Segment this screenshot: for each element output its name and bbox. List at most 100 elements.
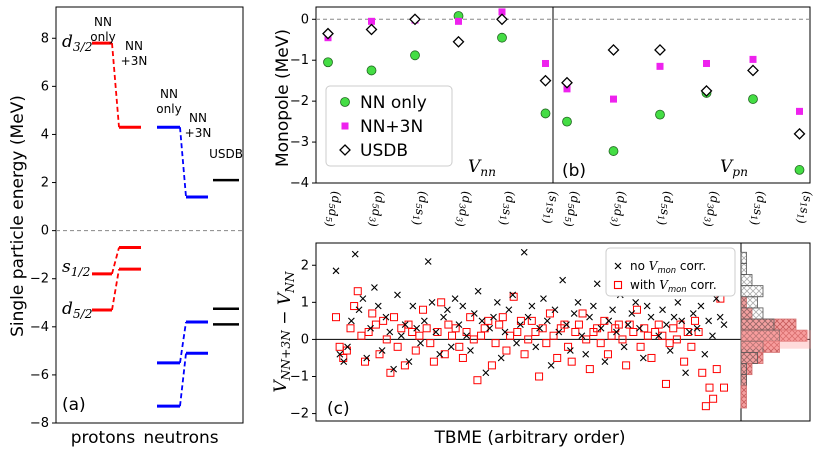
point-with-corr <box>484 316 493 325</box>
point-no-corr <box>597 324 605 332</box>
level-connector <box>179 321 187 364</box>
panel-a-levels <box>92 41 239 408</box>
point-with-corr <box>643 331 652 340</box>
xtick-text: (d5d5) <box>562 191 582 227</box>
hist-bar-no-corr <box>740 351 758 364</box>
xtick-label: (d3d3) <box>702 191 722 227</box>
point-with-corr <box>440 350 449 359</box>
ytick-label: −1 <box>290 370 309 385</box>
point-no-corr <box>497 354 505 362</box>
point-no-corr <box>639 354 647 362</box>
xtick-part: 1 <box>748 215 758 221</box>
hist-bar-no-corr <box>740 285 764 298</box>
xtick-part: ) <box>562 221 576 227</box>
point-with-corr <box>513 328 522 336</box>
point-with-corr <box>676 320 685 329</box>
panel-a-frame <box>55 6 244 424</box>
point-with-corr <box>669 324 678 333</box>
point-no-corr <box>586 313 593 321</box>
panel-c-label: (c) <box>327 399 350 419</box>
point-with-corr <box>353 287 362 296</box>
hist-bar-no-corr <box>740 296 758 309</box>
point-with-corr <box>658 331 667 340</box>
point-no-corr <box>536 324 543 332</box>
xtick-text: (d3s1) <box>748 191 768 226</box>
xtick-part: 3 <box>751 203 761 209</box>
xtick-part: s <box>798 207 812 213</box>
point-with-corr <box>411 346 420 355</box>
ytick-label: 8 <box>41 31 49 46</box>
panel-b-ylabel: Monopole (MeV) <box>273 29 293 167</box>
xtick-part: 3 <box>454 217 464 223</box>
xtick-part: 5 <box>370 203 380 209</box>
point-with-corr <box>687 342 696 351</box>
point-nn-only <box>655 109 665 120</box>
section-vpn: Vpn <box>720 157 748 179</box>
ytick-label: −6 <box>30 368 49 383</box>
point-no-corr <box>409 302 417 310</box>
point-no-corr <box>513 339 520 347</box>
point-with-corr <box>408 328 417 336</box>
panel-b-section-labels: Vnn Vpn <box>468 157 748 179</box>
orbit-label-sub: 3/2 <box>73 40 93 54</box>
section-vpn-sub: pn <box>732 165 748 179</box>
xtick-part: 1 <box>541 214 551 220</box>
point-with-corr <box>404 320 413 329</box>
xtick-label: (s1s1) <box>541 191 561 224</box>
xtick-text: (d5s1) <box>655 191 675 226</box>
section-vnn-main: V <box>468 157 482 177</box>
legend-box <box>325 85 453 167</box>
xtick-label: (d5d3) <box>609 191 629 227</box>
point-with-corr <box>647 353 656 362</box>
xtick-part: 1 <box>798 202 808 208</box>
point-no-corr <box>359 295 367 303</box>
orbit-label-main: d <box>62 32 73 52</box>
ytick-label: 4 <box>41 127 49 142</box>
xtick-part: 1 <box>655 215 665 221</box>
point-no-corr <box>689 310 697 317</box>
point-with-corr <box>400 361 409 370</box>
xtick-part: d <box>661 196 675 204</box>
ytick-label: 0 <box>41 224 49 239</box>
xtick-text: (d5d5) <box>323 191 343 227</box>
point-nn-3n <box>563 85 571 93</box>
point-usdb <box>700 84 713 97</box>
point-with-corr <box>495 320 504 329</box>
panel-a-label: (a) <box>62 395 86 415</box>
legend-sub: mon <box>657 265 676 275</box>
point-with-corr <box>690 316 699 325</box>
point-no-corr <box>397 332 405 340</box>
point-no-corr <box>501 328 509 336</box>
point-no-corr <box>659 306 666 314</box>
point-with-corr <box>524 335 533 344</box>
level-connector <box>179 127 187 198</box>
xtick-part: ( <box>568 191 582 196</box>
xtick-text: (d3s1) <box>497 191 517 226</box>
point-with-corr <box>466 313 475 322</box>
orbit-label-main: s <box>62 257 71 277</box>
point-no-corr <box>451 295 459 303</box>
point-with-corr <box>335 342 344 351</box>
point-no-corr <box>447 343 455 351</box>
point-no-corr <box>701 350 709 358</box>
xtick-part: ) <box>454 221 468 227</box>
xtick-label: (d5d5) <box>562 191 582 227</box>
section-vnn: Vnn <box>468 157 496 179</box>
xtick-part: ( <box>615 191 629 196</box>
point-with-corr <box>585 365 594 374</box>
xtick-label: (d3s1) <box>497 191 517 226</box>
point-with-corr <box>487 361 496 370</box>
point-with-corr <box>350 302 359 311</box>
point-usdb <box>747 64 759 77</box>
point-no-corr <box>578 332 586 340</box>
ytick-label: −1 <box>290 53 309 68</box>
xtick-part: 1 <box>497 215 507 221</box>
panel-b-yticks: 0 −1 −2 −3 −4 <box>290 12 810 191</box>
point-with-corr <box>437 298 446 307</box>
point-no-corr <box>655 332 663 340</box>
point-no-corr <box>420 317 428 325</box>
point-with-corr <box>422 324 431 333</box>
panel-c-points <box>332 248 728 411</box>
point-no-corr <box>524 313 532 321</box>
